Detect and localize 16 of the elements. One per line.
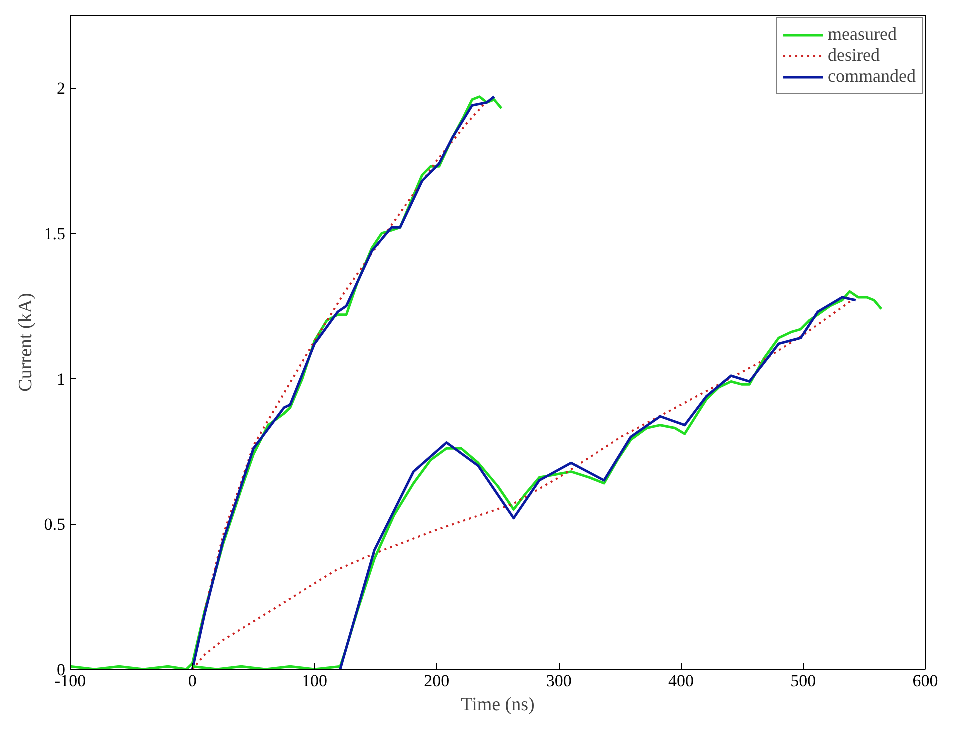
legend-label: commanded — [828, 66, 916, 87]
x-tick-label: 400 — [668, 672, 694, 690]
x-tick-label: 100 — [302, 672, 328, 690]
legend-label: measured — [828, 24, 897, 45]
y-axis-title: Current (kA) — [15, 293, 36, 392]
legend-label: desired — [828, 45, 880, 66]
x-tick-label: 500 — [790, 672, 816, 690]
x-tick-label: 0 — [188, 672, 197, 690]
x-tick-label: 600 — [912, 672, 938, 690]
y-tick-label: 2 — [57, 79, 66, 98]
x-tick-label: 300 — [546, 672, 572, 690]
y-tick-label: 1 — [57, 370, 66, 389]
y-tick-label: 0.5 — [44, 515, 66, 534]
x-axis-title: Time (ns) — [461, 694, 535, 716]
x-tick-label: 200 — [424, 672, 450, 690]
y-tick-label: 1.5 — [44, 224, 66, 244]
